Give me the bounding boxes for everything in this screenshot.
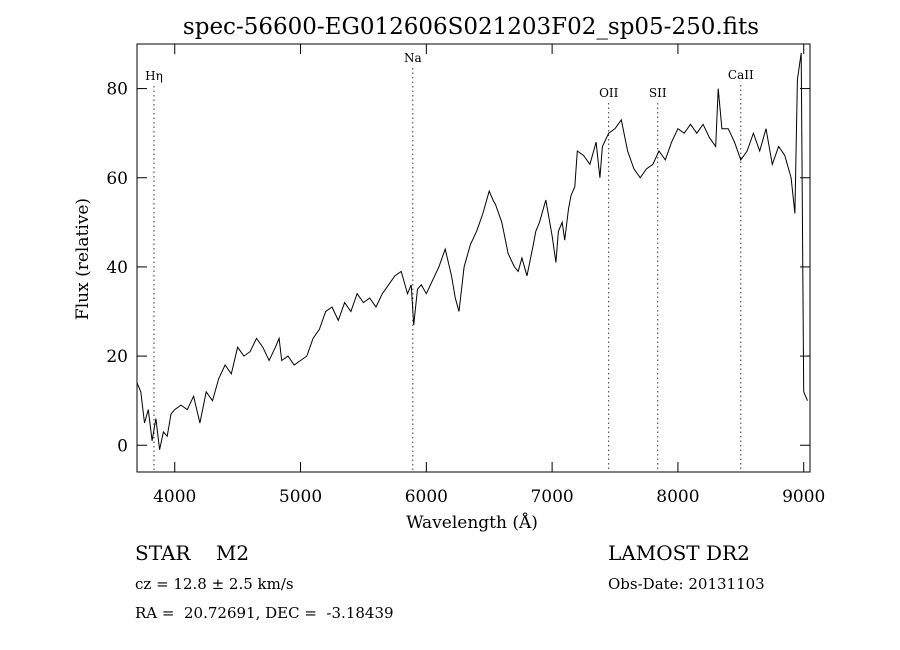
y-tick-label: 20 bbox=[106, 347, 128, 367]
line-marker-label: Na bbox=[404, 51, 422, 65]
spectrum-line bbox=[136, 52, 808, 450]
x-tick-label: 7000 bbox=[530, 487, 573, 507]
x-tick-label: 9000 bbox=[782, 487, 825, 507]
chart-title: spec-56600-EG012606S021203F02_sp05-250.f… bbox=[183, 14, 759, 40]
line-marker-label: CaII bbox=[728, 68, 754, 82]
x-tick-label: 6000 bbox=[405, 487, 448, 507]
y-axis-label: Flux (relative) bbox=[73, 198, 93, 320]
y-tick-label: 80 bbox=[106, 80, 128, 100]
x-tick-label: 4000 bbox=[153, 487, 196, 507]
y-tick-label: 0 bbox=[117, 436, 128, 456]
line-marker-label: OII bbox=[599, 86, 619, 100]
redshift-velocity: cz = 12.8 ± 2.5 km/s bbox=[135, 575, 294, 593]
line-markers: Hη Na OII SII CaII bbox=[145, 51, 754, 472]
coordinates: RA = 20.72691, DEC = -3.18439 bbox=[135, 604, 394, 622]
y-tick-label: 60 bbox=[106, 169, 128, 189]
y-tick-label: 40 bbox=[106, 258, 128, 278]
x-tick-label: 8000 bbox=[656, 487, 699, 507]
x-axis-label: Wavelength (Å) bbox=[406, 512, 538, 533]
object-class: STAR M2 bbox=[135, 541, 250, 565]
line-marker-label: SII bbox=[649, 86, 667, 100]
survey-name: LAMOST DR2 bbox=[608, 541, 750, 565]
x-tick-label: 5000 bbox=[279, 487, 322, 507]
plot-frame bbox=[136, 43, 811, 473]
line-marker-label: Hη bbox=[145, 69, 163, 83]
observation-date: Obs-Date: 20131103 bbox=[608, 575, 765, 593]
axis-ticks: 4000 5000 6000 7000 8000 9000 0 20 40 60 80 bbox=[106, 44, 825, 507]
